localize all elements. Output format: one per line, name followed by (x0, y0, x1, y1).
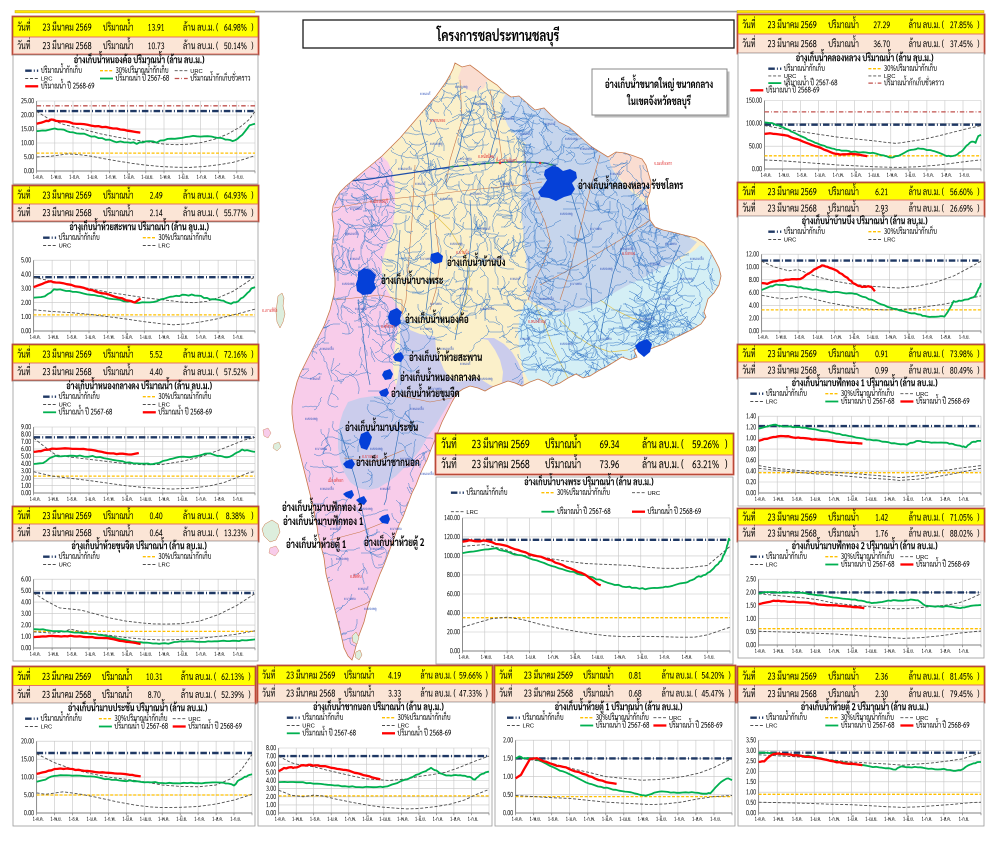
svg-text:LRC: LRC (766, 400, 778, 406)
svg-text:URC: URC (59, 403, 72, 409)
svg-text:URC: URC (190, 69, 203, 75)
svg-text:LRC: LRC (766, 724, 778, 730)
svg-text:URC: URC (916, 555, 929, 561)
svg-text:URC: URC (59, 563, 72, 569)
svg-text:LRC: LRC (523, 724, 535, 730)
svg-text:LRC: LRC (884, 74, 896, 80)
svg-text:URC: URC (784, 74, 797, 80)
svg-text:LRC: LRC (158, 563, 170, 569)
svg-text:URC: URC (188, 717, 201, 723)
svg-text:LRC: LRC (398, 724, 410, 730)
svg-text:LRC: LRC (158, 244, 170, 250)
svg-text:LRC: LRC (158, 403, 170, 409)
svg-text:URC: URC (669, 716, 682, 722)
svg-text:URC: URC (784, 238, 797, 244)
svg-text:LRC: LRC (766, 563, 778, 569)
svg-text:URC: URC (59, 244, 72, 250)
svg-text:LRC: LRC (466, 510, 478, 516)
svg-text:URC: URC (302, 724, 315, 730)
svg-text:URC: URC (648, 491, 661, 497)
svg-text:LRC: LRC (41, 725, 53, 731)
svg-text:LRC: LRC (41, 77, 53, 83)
svg-text:URC: URC (916, 392, 929, 398)
svg-text:LRC: LRC (884, 238, 896, 244)
svg-text:URC: URC (916, 716, 929, 722)
